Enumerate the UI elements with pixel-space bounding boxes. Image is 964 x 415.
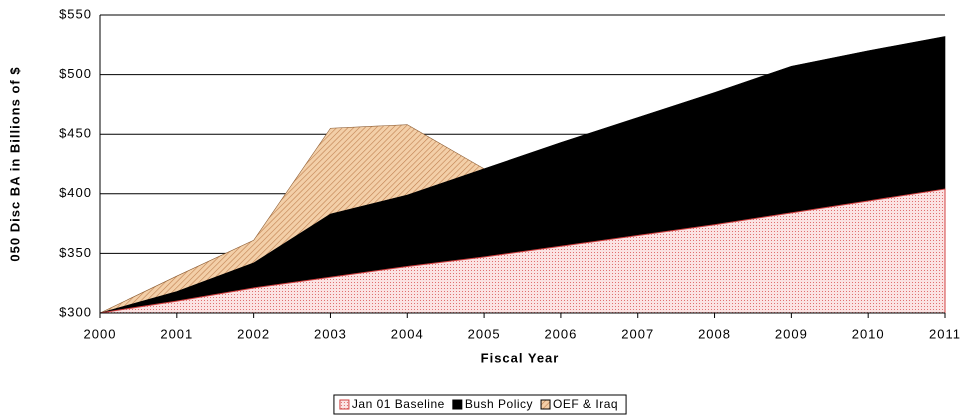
y-tick-label: $400 [59,185,92,200]
x-tick-label: 2002 [237,326,270,341]
y-tick-label: $350 [59,245,92,260]
y-tick-label: $500 [59,66,92,81]
x-tick-label: 2003 [314,326,347,341]
legend-box [333,394,627,415]
y-tick-label: $300 [59,304,92,319]
legend-swatch [540,399,551,410]
x-tick-label: 2004 [391,326,424,341]
x-tick-label: 2007 [621,326,654,341]
legend-label: OEF & Iraq [553,397,618,411]
legend-label: Bush Policy [465,397,533,411]
y-axis-title: 050 Disc BA in Billions of $ [7,66,22,261]
x-tick-label: 2000 [84,326,117,341]
legend-swatch [452,399,463,410]
x-tick-label: 2009 [775,326,808,341]
x-tick-label: 2001 [160,326,193,341]
y-tick-label: $550 [59,6,92,21]
x-tick-label: 2011 [929,326,961,341]
legend: Jan 01 Baseline Bush Policy OEF & Iraq [333,394,627,415]
x-tick-label: 2005 [468,326,501,341]
area [99,188,946,314]
x-tick-label: 2010 [852,326,885,341]
y-tick-label: $450 [59,126,92,141]
legend-swatch [339,399,350,410]
x-tick-label: 2006 [544,326,577,341]
legend-label: Jan 01 Baseline [352,397,445,411]
x-axis-title: Fiscal Year [481,350,560,365]
x-tick-label: 2008 [698,326,731,341]
